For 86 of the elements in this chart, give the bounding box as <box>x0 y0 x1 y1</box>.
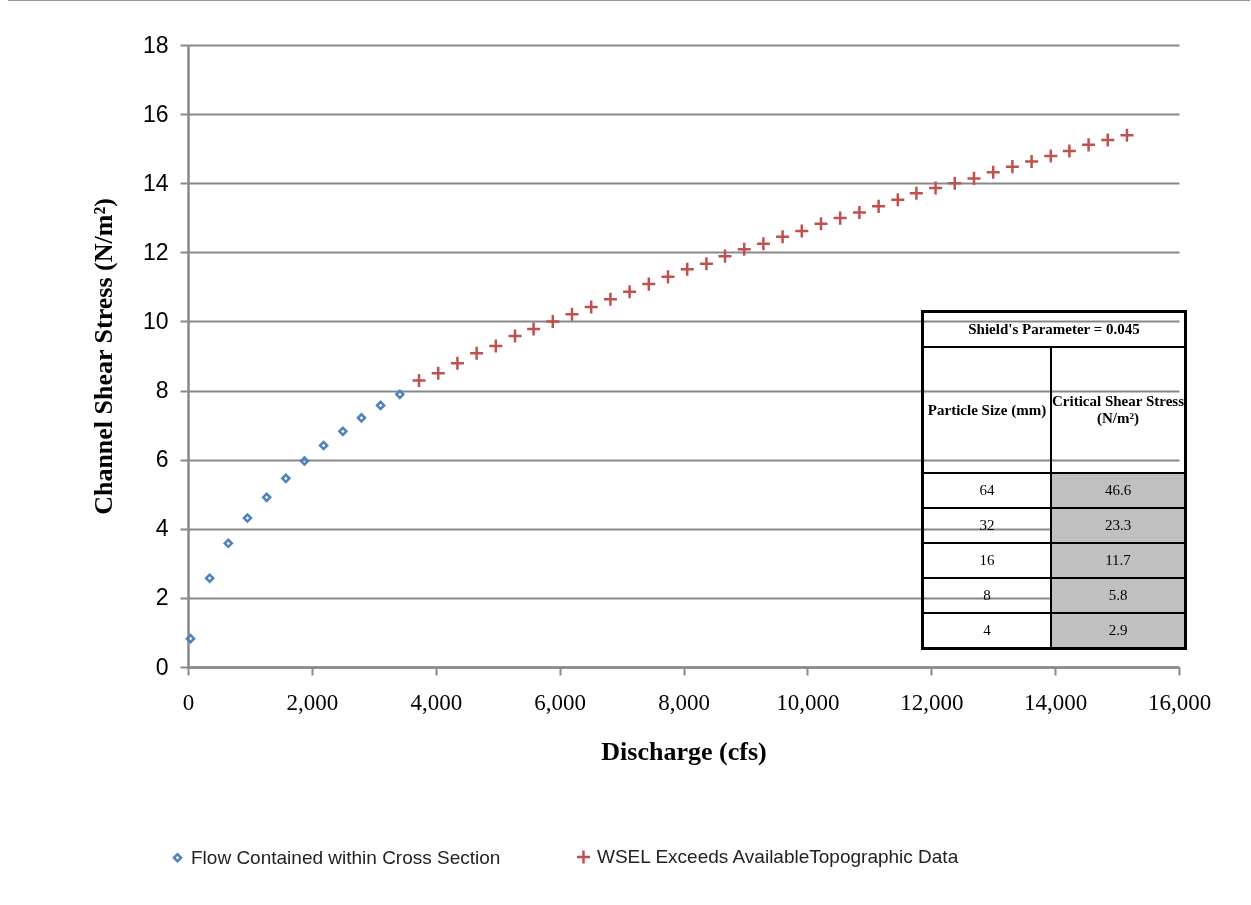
point <box>261 492 272 503</box>
point <box>318 440 329 451</box>
point <box>851 204 868 221</box>
point <box>908 185 925 202</box>
point <box>927 180 944 196</box>
point <box>338 426 348 437</box>
data-label: 23.3 <box>1051 508 1186 543</box>
point <box>755 235 772 252</box>
point <box>813 215 829 232</box>
point <box>185 633 196 644</box>
point <box>430 365 446 382</box>
x-axis-title: Discharge (cfs) <box>601 736 767 766</box>
legend-label: WSEL Exceeds AvailableTopographic Data <box>597 845 959 867</box>
category-label: 64 <box>922 473 1051 508</box>
point <box>1061 143 1078 159</box>
x-tick-label: 14,000 <box>1024 689 1088 715</box>
y-tick-label: 8 <box>155 377 169 404</box>
point <box>679 261 695 278</box>
text: Critical Shear Stress (N/m²) <box>1051 347 1186 473</box>
x-tick-label: 8,000 <box>658 689 710 715</box>
point <box>774 229 791 245</box>
text: Shield's Parameter = 0.045 <box>922 311 1186 347</box>
point <box>375 400 386 411</box>
x-tick-label: 4,000 <box>410 689 463 715</box>
point <box>947 175 963 191</box>
point <box>621 283 638 300</box>
point <box>1119 127 1135 143</box>
point <box>242 513 253 523</box>
y-axis-title: Channel Shear Stress (N/m²) <box>88 198 118 515</box>
y-tick-label: 14 <box>142 169 169 196</box>
point <box>411 372 427 389</box>
point <box>832 210 848 226</box>
point <box>356 413 367 423</box>
y-tick-label: 10 <box>142 307 169 334</box>
y-tick-label: 2 <box>155 584 169 611</box>
point <box>449 355 466 372</box>
y-tick-label: 4 <box>155 515 169 542</box>
legend-label: Flow Contained within Cross Section <box>191 846 501 868</box>
x-tick-label: 0 <box>182 689 195 715</box>
data-label: 5.8 <box>1051 578 1186 613</box>
point <box>717 248 733 264</box>
category-label: 4 <box>922 613 1051 649</box>
data-label: 46.6 <box>1051 473 1186 508</box>
data-label: 11.7 <box>1051 543 1186 578</box>
point <box>966 170 982 187</box>
point <box>564 306 580 322</box>
point <box>641 276 657 292</box>
point <box>488 338 504 354</box>
category-label: 32 <box>922 508 1051 543</box>
point <box>660 269 676 285</box>
y-tick-label: 16 <box>142 100 169 127</box>
point <box>890 192 906 208</box>
point <box>985 164 1001 180</box>
y-tick-label: 18 <box>142 31 169 58</box>
point <box>468 345 485 361</box>
x-tick-label: 12,000 <box>900 689 964 715</box>
category-label: 16 <box>922 543 1051 578</box>
point <box>602 291 619 308</box>
point <box>223 538 234 549</box>
x-tick-label: 2,000 <box>286 689 339 715</box>
point <box>1004 158 1021 175</box>
point <box>736 241 752 257</box>
y-tick-label: 12 <box>142 238 169 265</box>
point <box>583 299 599 315</box>
point <box>1043 148 1059 164</box>
point <box>395 389 405 400</box>
data-label: 2.9 <box>1051 613 1186 649</box>
point <box>1100 132 1116 148</box>
point <box>794 223 810 239</box>
y-tick-label: 0 <box>155 653 169 680</box>
x-tick-label: 10,000 <box>776 689 840 715</box>
point <box>870 198 887 215</box>
point <box>1023 153 1040 170</box>
point <box>1080 137 1097 153</box>
text: Particle Size (mm) <box>922 347 1051 473</box>
point <box>698 255 715 272</box>
point <box>545 313 561 330</box>
point <box>204 573 215 583</box>
x-tick-label: 16,000 <box>1147 689 1212 715</box>
point <box>525 321 542 337</box>
point <box>507 328 523 344</box>
x-tick-label: 6,000 <box>534 689 586 715</box>
y-tick-label: 6 <box>155 446 169 473</box>
point <box>281 473 291 484</box>
point <box>299 456 310 466</box>
category-label: 8 <box>922 578 1051 613</box>
